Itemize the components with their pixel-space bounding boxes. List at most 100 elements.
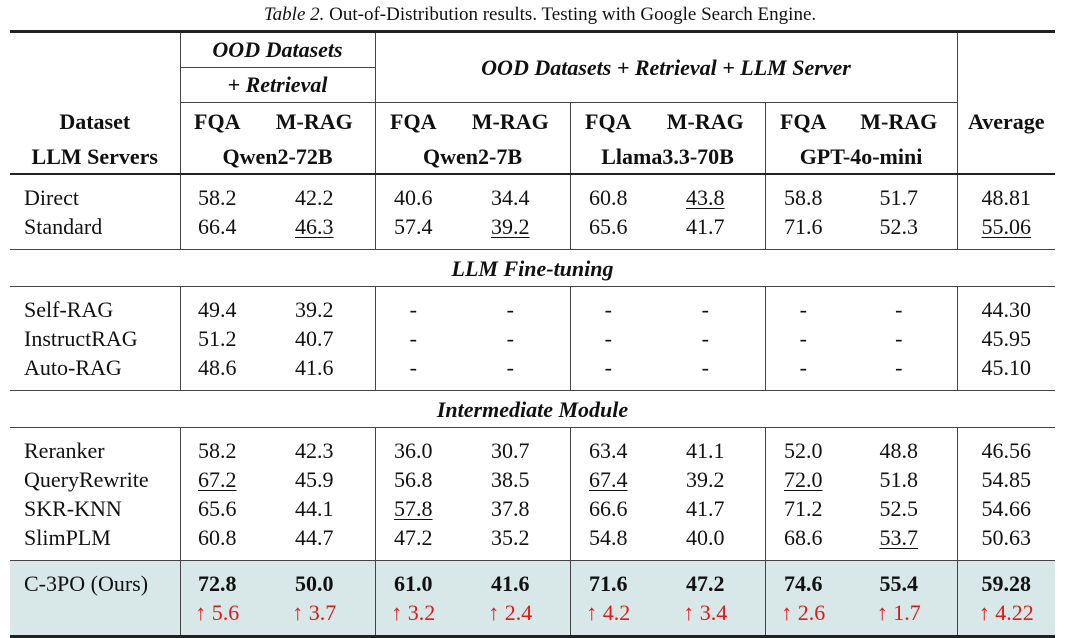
method-name: Direct [24,185,79,210]
underlined-value: 39.2 [491,214,530,239]
method-name: C-3PO (Ours) [10,569,180,598]
table-row: Auto-RAG 48.6 41.6 - - - - - - 45.10 [10,353,1056,382]
method-name: Standard [24,214,103,239]
cell-value: - [409,355,417,380]
gain-value: ↑ 3.4 [646,598,766,627]
table-row: QueryRewrite 67.2 45.9 56.8 38.5 67.4 39.2 72.0… [10,465,1056,494]
cell-value: 58.2 [198,438,237,463]
cell-value: 52.3 [879,214,919,239]
method-name: InstructRAG [24,326,138,351]
cell-value: 39.2 [686,467,725,492]
cell-value: 48.8 [879,438,919,463]
cell-value: 52.5 [879,496,919,521]
cell-value: - [799,355,807,380]
cell-value: 46.56 [981,438,1032,463]
table-row: SlimPLM 60.8 44.7 47.2 35.2 54.8 40.0 68.6 53.7 5… [10,523,1056,552]
cell-value: - [604,297,612,322]
cell-value: - [701,297,709,322]
header-mrag: M-RAG [275,109,353,134]
method-name: Reranker [24,438,105,463]
cell-value: 44.30 [981,297,1032,322]
gain-value: ↑ 5.6 [179,598,254,627]
table-row: Direct 58.2 42.2 40.6 34.4 60.8 43.8 58.8 51.7 48… [10,183,1056,212]
cell-value: 54.66 [981,496,1032,521]
ours-value: 71.6 [569,569,647,598]
header-mrag: M-RAG [666,109,744,134]
cell-value: 52.0 [784,438,823,463]
header-dataset: Dataset [59,108,131,134]
table-caption: Table 2. Out-of-Distribution results. Te… [0,4,1080,26]
header-group-retrieval: OOD Datasets [179,30,376,68]
ours-gain-row: ↑ 5.6 ↑ 3.7 ↑ 3.2 ↑ 2.4 ↑ 4.2 ↑ 3.4 ↑ 2.6 ↑ 1.7… [10,598,1056,627]
cell-value: 51.7 [879,185,919,210]
cell-value: 42.2 [295,185,334,210]
method-name: QueryRewrite [24,467,149,492]
section-title: LLM Fine-tuning [10,249,1056,287]
cell-value: 45.95 [981,326,1032,351]
cell-value: 38.5 [491,467,530,492]
header-mrag: M-RAG [860,109,938,134]
cell-value: 71.2 [784,496,823,521]
gain-value: ↑ 3.7 [254,598,376,627]
cell-value: 57.4 [394,214,433,239]
cell-value: - [895,326,903,351]
cell-value: 41.7 [686,214,725,239]
underlined-value: 57.8 [394,496,433,521]
cell-value: 40.6 [394,185,433,210]
gain-value: ↑ 4.2 [569,598,647,627]
gain-value: ↑ 2.4 [451,598,571,627]
cell-value: 41.7 [686,496,725,521]
cell-value: - [506,297,514,322]
gain-value: ↑ 4.22 [956,598,1056,627]
cell-value: 68.6 [784,525,823,550]
cell-value: - [799,326,807,351]
cell-value: 47.2 [394,525,433,550]
cell-value: 66.6 [589,496,628,521]
caption-text: Out-of-Distribution results. Testing wit… [324,4,817,25]
cell-value: - [604,326,612,351]
cell-value: 42.3 [295,438,334,463]
header-mrag: M-RAG [471,109,549,134]
section-title: Intermediate Module [10,390,1056,428]
table-row: Self-RAG 49.4 39.2 - - - - - - 44.30 [10,295,1056,324]
cell-value: 39.2 [295,297,334,322]
ours-row: C-3PO (Ours) 72.8 50.0 61.0 41.6 71.6 47.2 74.6… [10,569,1056,598]
cell-value: 44.1 [295,496,334,521]
underlined-value: 43.8 [686,185,725,210]
ours-value: 61.0 [374,569,452,598]
cell-value: 71.6 [784,214,823,239]
cell-value: - [895,297,903,322]
cell-value: - [506,326,514,351]
cell-value: 56.8 [394,467,433,492]
ours-value: 59.28 [956,569,1056,598]
cell-value: - [701,355,709,380]
method-name: Auto-RAG [24,355,122,380]
cell-value: 66.4 [198,214,237,239]
gain-value: ↑ 3.2 [374,598,452,627]
header-fqa: FQA [764,102,842,141]
cell-value: 35.2 [491,525,530,550]
gain-value: ↑ 1.7 [841,598,958,627]
table-row: Reranker 58.2 42.3 36.0 30.7 63.4 41.1 52.0 48.8… [10,436,1056,465]
cell-value: 65.6 [589,214,628,239]
cell-value: 36.0 [394,438,433,463]
method-name: Self-RAG [24,297,114,322]
cell-value: - [604,355,612,380]
cell-value: 41.6 [295,355,334,380]
cell-value: - [409,297,417,322]
ours-value: 72.8 [179,569,254,598]
cell-value: 40.0 [686,525,725,550]
header-server: Llama3.3-70B [569,141,766,174]
cell-value: - [895,355,903,380]
header-group-retrieval-2: + Retrieval [179,67,376,103]
table-row: Standard 66.4 46.3 57.4 39.2 65.6 41.7 71.6 52.3… [10,212,1056,241]
cell-value: 65.6 [198,496,237,521]
cell-value: 60.8 [198,525,237,550]
header-llm-servers: LLM Servers [31,144,158,169]
method-name: SlimPLM [24,525,111,550]
cell-value: 63.4 [589,438,628,463]
cell-value: 37.8 [491,496,530,521]
table-row: InstructRAG 51.2 40.7 - - - - - - 45.95 [10,324,1056,353]
cell-value: 54.85 [981,467,1032,492]
table-row: SKR-KNN 65.6 44.1 57.8 37.8 66.6 41.7 71.2 52.5 5… [10,494,1056,523]
